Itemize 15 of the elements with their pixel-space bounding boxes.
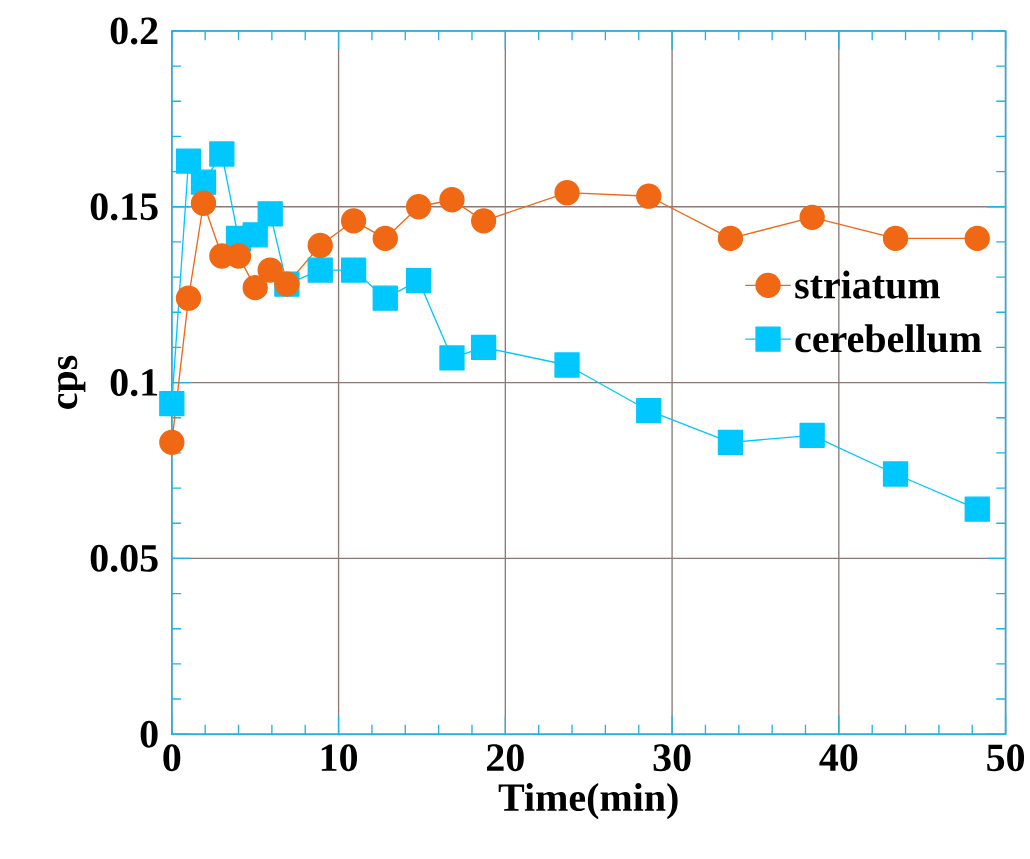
y-tick-label: 0.05: [90, 544, 158, 572]
legend-label: striatum: [795, 270, 940, 299]
legend-label: cerebellum: [795, 324, 982, 353]
y-tick-label: 0.2: [110, 17, 158, 45]
y-tick-label: 0.1: [110, 368, 158, 397]
y-axis-title: cps: [58, 355, 86, 409]
x-axis-title: Time(min): [498, 782, 678, 820]
x-tick-label: 30: [653, 744, 691, 772]
x-tick-label: 50: [987, 744, 1025, 772]
x-tick-label: 40: [819, 744, 858, 772]
x-tick-label: 10: [321, 744, 358, 772]
y-tick-label: 0.15: [90, 193, 158, 221]
x-tick-label: 20: [487, 744, 524, 772]
x-tick-label: 0: [163, 744, 181, 772]
y-tick-label: 0: [140, 720, 158, 748]
